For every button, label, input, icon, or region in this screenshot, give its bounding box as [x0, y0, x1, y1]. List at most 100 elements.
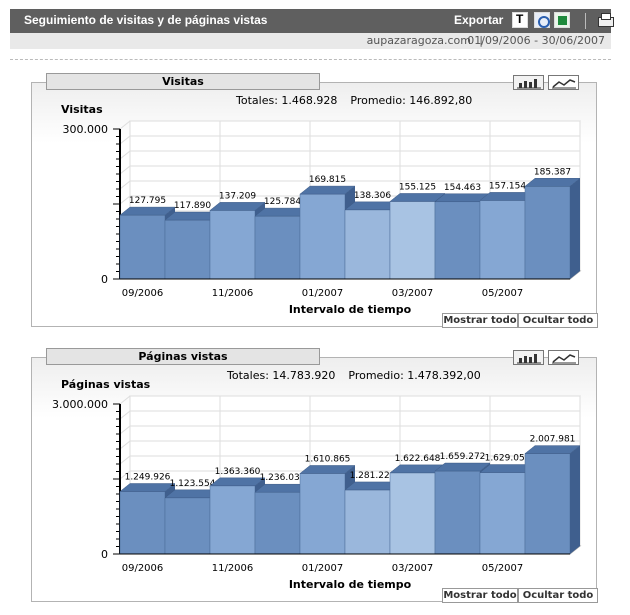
x-tick-label: 01/2007: [302, 288, 344, 299]
data-label: 2.007.981: [530, 435, 576, 445]
bar-chart-icon: [517, 79, 541, 89]
pageviews-panel: Páginas vistas Totales: 14.783.920 Prome…: [31, 348, 598, 603]
x-tick-label: 09/2006: [122, 563, 164, 574]
bar-chart-icon: [517, 354, 541, 364]
x-tick-label: 11/2006: [212, 563, 254, 574]
data-label: 127.795: [129, 196, 166, 206]
header-separator: |: [479, 34, 483, 47]
x-tick-label: 05/2007: [482, 563, 524, 574]
data-label: 1.123.554: [170, 479, 216, 489]
x-tick-label: 03/2007: [392, 563, 434, 574]
data-label: 185.387: [534, 167, 571, 177]
bar-chart-button[interactable]: [513, 350, 544, 365]
toolbar-divider: [585, 13, 586, 29]
panel-tab-title: Visitas: [46, 73, 320, 90]
gridline: [119, 410, 131, 420]
bar-front: [434, 470, 481, 555]
x-tick-label: 09/2006: [122, 288, 164, 299]
y-tick-label: 3.000.000: [52, 398, 108, 411]
totals-summary: Totales: 1.468.928 Promedio: 146.892,80: [236, 94, 472, 107]
line-chart-button[interactable]: [548, 75, 579, 90]
bar-front: [389, 201, 436, 280]
x-axis-title: Intervalo de tiempo: [289, 578, 412, 591]
bar-side: [570, 178, 580, 279]
bar-front: [209, 210, 256, 280]
panel-tab-title: Páginas vistas: [46, 348, 320, 365]
average-value: Promedio: 146.892,80: [350, 94, 473, 107]
y-tick-label: 0: [101, 273, 108, 286]
data-label: 157.154: [489, 181, 526, 191]
data-label: 117.890: [174, 201, 211, 211]
gridline: [119, 425, 131, 435]
report-subheader: aupazaragoza.com | 01/09/2006 - 30/06/20…: [10, 33, 611, 49]
gridline: [119, 120, 131, 130]
show-all-button[interactable]: Mostrar todo: [442, 588, 518, 603]
site-name: aupazaragoza.com: [366, 34, 471, 47]
bar-front: [344, 209, 391, 280]
bar: [524, 178, 581, 280]
bar-front: [299, 193, 346, 280]
bar-front: [434, 201, 481, 280]
bar: [209, 477, 266, 555]
data-label: 154.463: [444, 183, 481, 193]
gridline: [119, 135, 131, 145]
data-label: 155.125: [399, 182, 436, 192]
bar-front: [119, 491, 166, 555]
data-label: 1.622.648: [395, 454, 441, 464]
data-label: 1.249.926: [125, 473, 171, 483]
data-label: 1.363.360: [215, 467, 261, 477]
data-label: 137.209: [219, 191, 256, 201]
average-value: Promedio: 1.478.392,00: [348, 369, 481, 382]
data-label: 1.236.030: [260, 473, 306, 483]
page-title: Seguimiento de visitas y de páginas vist…: [24, 13, 268, 27]
bar: [119, 206, 176, 280]
bar: [524, 445, 581, 555]
text-export-icon[interactable]: [512, 12, 528, 28]
bar-front: [254, 491, 301, 555]
show-all-button[interactable]: Mostrar todo: [442, 313, 518, 328]
gridline: [119, 195, 131, 205]
y-tick-label: 300.000: [63, 123, 109, 136]
bar-front: [524, 453, 571, 555]
gridline: [119, 455, 131, 465]
gridline: [119, 165, 131, 175]
bar-front: [524, 186, 571, 280]
x-axis-title: Intervalo de tiempo: [289, 303, 412, 316]
bar-chart-button[interactable]: [513, 75, 544, 90]
line-chart-button[interactable]: [548, 350, 579, 365]
bar: [479, 192, 536, 280]
bar: [479, 464, 536, 555]
line-chart-icon: [552, 79, 576, 89]
word-export-icon[interactable]: [534, 12, 550, 28]
bar-side: [570, 445, 580, 554]
gridline: [119, 150, 131, 160]
gridline: [119, 470, 131, 480]
bar-front: [344, 489, 391, 555]
totals-summary: Totales: 14.783.920 Promedio: 1.478.392,…: [227, 369, 481, 382]
print-icon[interactable]: [596, 11, 614, 29]
x-tick-label: 03/2007: [392, 288, 434, 299]
visits-panel: Visitas Totales: 1.468.928 Promedio: 146…: [31, 73, 598, 328]
visits-chart: 300.000 0 127.795 117.890 137.209 125.784 169.…: [63, 120, 582, 316]
bar-front: [479, 200, 526, 280]
date-range: 01/09/2006 - 30/06/2007: [467, 34, 605, 47]
hide-all-button[interactable]: Ocultar todo: [518, 588, 598, 603]
report-header: Seguimiento de visitas y de páginas vist…: [10, 9, 614, 33]
bar-front: [164, 219, 211, 280]
bar-front: [254, 215, 301, 280]
bar-front: [389, 472, 436, 555]
totals-value: Totales: 14.783.920: [227, 369, 336, 382]
data-label: 1.659.272: [440, 452, 486, 462]
data-label: 1.610.865: [305, 454, 351, 464]
export-label: Exportar: [454, 13, 504, 27]
gridline: [119, 180, 131, 190]
bar-top: [119, 483, 176, 492]
data-label: 125.784: [264, 197, 301, 207]
hide-all-button[interactable]: Ocultar todo: [518, 313, 598, 328]
data-label: 1.281.228: [350, 471, 396, 481]
x-tick-label: 05/2007: [482, 288, 524, 299]
excel-export-icon[interactable]: [554, 12, 570, 28]
bar-front: [479, 472, 526, 555]
bar-front: [164, 497, 211, 555]
pageviews-chart: 3.000.00001.249.9261.123.5541.363.3601.2…: [52, 395, 582, 591]
